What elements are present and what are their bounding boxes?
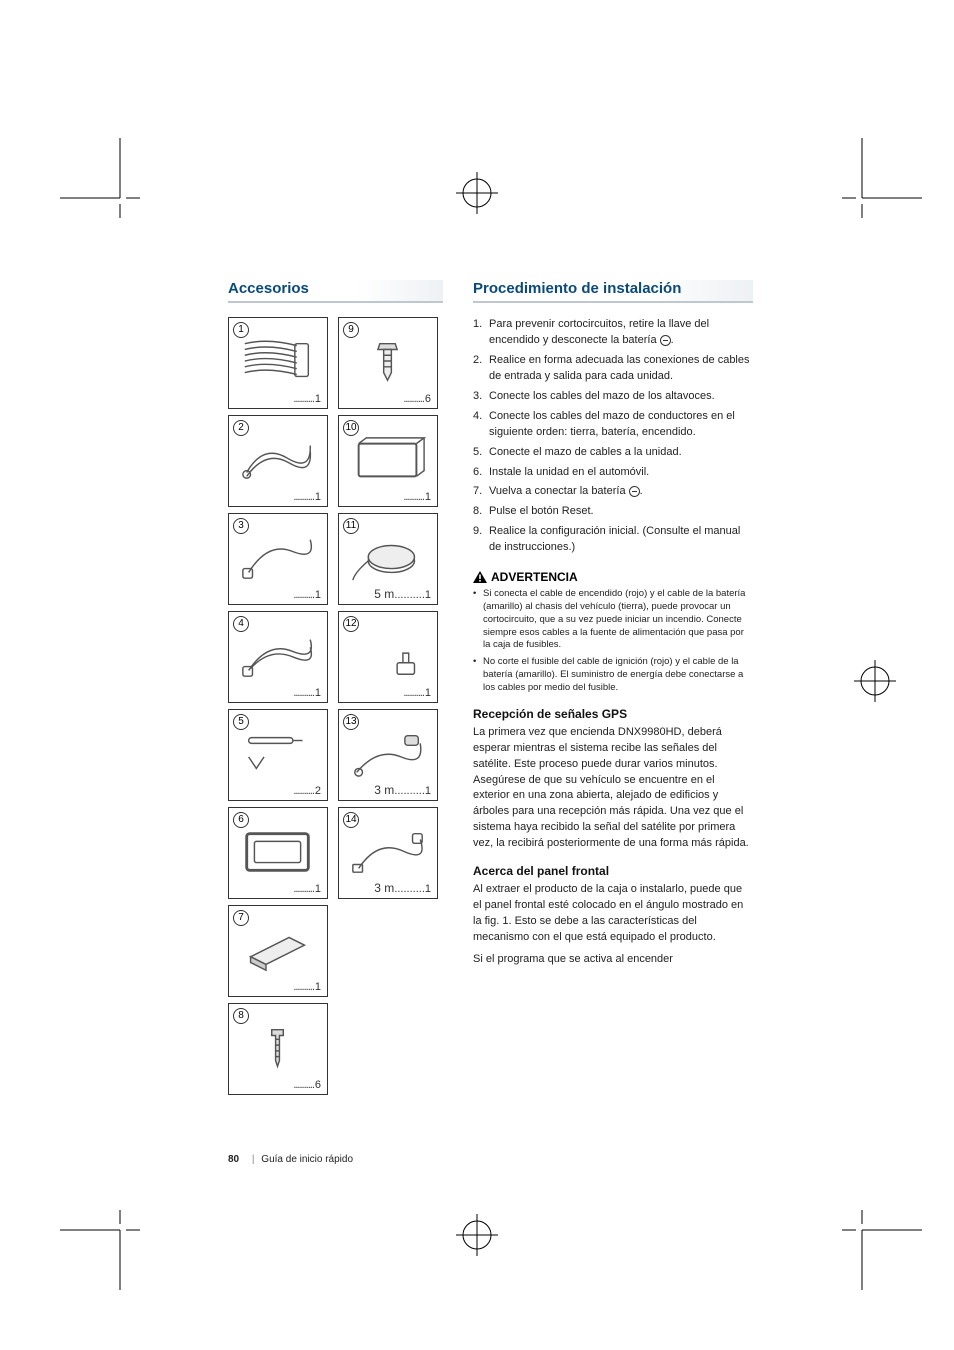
battery-minus-icon — [660, 335, 671, 346]
accessories-column-2: 96101115 m..........1121133 m..........1… — [338, 317, 438, 1095]
panel-text-1: Al extraer el producto de la caja o inst… — [473, 882, 753, 946]
accessory-qty: 2 — [293, 785, 321, 797]
accessory-item-2: 21 — [228, 415, 328, 507]
usb-cable-icon — [347, 826, 429, 878]
accessory-qty: 6 — [403, 393, 431, 405]
installation-heading: Procedimiento de instalación — [473, 280, 753, 303]
page-number: 80 — [228, 1154, 239, 1165]
gps-text: La primera vez que encienda DNX9980HD, d… — [473, 725, 753, 853]
screw-hex-icon — [347, 336, 429, 388]
installation-section: Procedimiento de instalación 1.Para prev… — [473, 280, 753, 1095]
key-tool-icon — [237, 728, 319, 780]
crop-mark-tr — [842, 138, 922, 218]
warning-header: ADVERTENCIA — [473, 570, 753, 584]
warning-item-2: •No corte el fusible del cable de ignici… — [473, 656, 753, 694]
mounting-sleeve-icon — [347, 434, 429, 486]
registration-mark-right — [854, 660, 896, 702]
footer-separator: | — [252, 1154, 255, 1165]
accessory-qty: 1 — [293, 687, 321, 699]
page-footer: 80 | Guía de inicio rápido — [228, 1154, 353, 1165]
mic-clip-icon — [347, 630, 429, 682]
accessory-item-1: 11 — [228, 317, 328, 409]
accessory-item-6: 61 — [228, 807, 328, 899]
footer-label: Guía de inicio rápido — [261, 1154, 353, 1165]
install-step-7: 7.Vuelva a conectar la batería . — [473, 484, 753, 500]
wiring-harness-icon — [237, 336, 319, 388]
accessory-item-10: 101 — [338, 415, 438, 507]
warning-title: ADVERTENCIA — [491, 570, 578, 584]
install-step-5: 5.Conecte el mazo de cables a la unidad. — [473, 445, 753, 461]
cable-connector-a-icon — [237, 532, 319, 584]
warning-triangle-icon — [473, 571, 487, 583]
crop-mark-tl — [60, 138, 140, 218]
accessory-qty: 1 — [293, 981, 321, 993]
install-step-8: 8.Pulse el botón Reset. — [473, 504, 753, 520]
crop-mark-br — [842, 1210, 922, 1290]
accessory-item-8: 86 — [228, 1003, 328, 1095]
accessory-qty: 1 — [293, 883, 321, 895]
accessory-qty: 1 — [403, 491, 431, 503]
registration-mark-bottom — [456, 1214, 498, 1256]
accessory-item-14: 143 m..........1 — [338, 807, 438, 899]
screw-icon — [237, 1022, 319, 1074]
flat-plate-icon — [237, 924, 319, 976]
accessories-heading: Accesorios — [228, 280, 443, 303]
gps-heading: Recepción de señales GPS — [473, 707, 753, 721]
install-step-1: 1.Para prevenir cortocircuitos, retire l… — [473, 317, 753, 349]
accessory-item-9: 96 — [338, 317, 438, 409]
panel-heading: Acerca del panel frontal — [473, 864, 753, 878]
install-step-3: 3.Conecte los cables del mazo de los alt… — [473, 389, 753, 405]
accessory-qty: 1 — [293, 491, 321, 503]
accessory-item-3: 31 — [228, 513, 328, 605]
accessory-qty: 3 m..........1 — [374, 881, 431, 895]
accessory-item-12: 121 — [338, 611, 438, 703]
accessory-item-11: 115 m..........1 — [338, 513, 438, 605]
accessory-qty: 1 — [293, 589, 321, 601]
accessories-section: Accesorios 1121314152617186 96101115 m..… — [228, 280, 443, 1095]
warning-item-1: •Si conecta el cable de encendido (rojo)… — [473, 588, 753, 652]
accessory-qty: 3 m..........1 — [374, 783, 431, 797]
battery-minus-icon — [629, 486, 640, 497]
warning-list: •Si conecta el cable de encendido (rojo)… — [473, 588, 753, 695]
accessories-column-1: 1121314152617186 — [228, 317, 328, 1095]
registration-mark-top — [456, 172, 498, 214]
cable-bundle-icon — [237, 434, 319, 486]
panel-text-2: Si el programa que se activa al encender — [473, 952, 753, 968]
install-step-9: 9.Realice la configuración inicial. (Con… — [473, 524, 753, 556]
accessory-item-4: 41 — [228, 611, 328, 703]
install-step-2: 2.Realice en forma adecuada las conexion… — [473, 353, 753, 385]
accessory-qty: 1 — [293, 393, 321, 405]
trim-plate-icon — [237, 826, 319, 878]
accessory-qty: 1 — [403, 687, 431, 699]
crop-mark-bl — [60, 1210, 140, 1290]
accessory-qty: 5 m..........1 — [374, 587, 431, 601]
accessory-item-7: 71 — [228, 905, 328, 997]
accessory-item-13: 133 m..........1 — [338, 709, 438, 801]
installation-steps-list: 1.Para prevenir cortocircuitos, retire l… — [473, 317, 753, 556]
accessory-item-5: 52 — [228, 709, 328, 801]
page-content: Accesorios 1121314152617186 96101115 m..… — [228, 280, 778, 1165]
install-step-6: 6.Instale la unidad en el automóvil. — [473, 465, 753, 481]
install-step-4: 4.Conecte los cables del mazo de conduct… — [473, 409, 753, 441]
accessory-qty: 6 — [293, 1079, 321, 1091]
cable-connector-b-icon — [237, 630, 319, 682]
microphone-icon — [347, 728, 429, 780]
gps-antenna-icon — [347, 532, 429, 584]
